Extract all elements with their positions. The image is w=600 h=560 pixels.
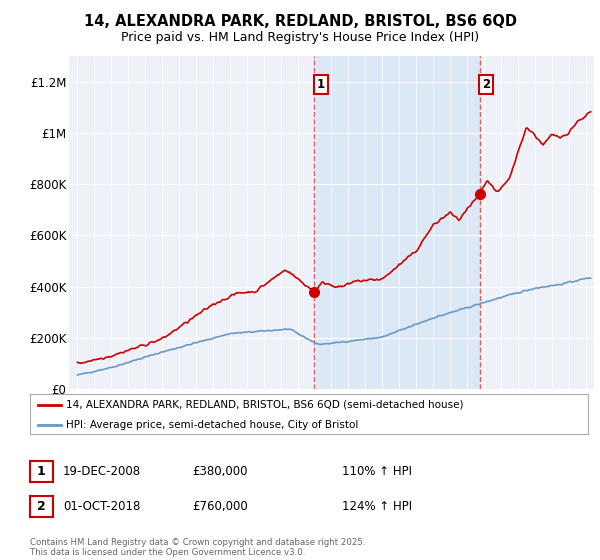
- Text: 1: 1: [317, 78, 325, 91]
- Text: 01-OCT-2018: 01-OCT-2018: [63, 500, 140, 514]
- Text: 2: 2: [482, 78, 490, 91]
- Text: 124% ↑ HPI: 124% ↑ HPI: [342, 500, 412, 514]
- Text: Contains HM Land Registry data © Crown copyright and database right 2025.
This d: Contains HM Land Registry data © Crown c…: [30, 538, 365, 557]
- Text: Price paid vs. HM Land Registry's House Price Index (HPI): Price paid vs. HM Land Registry's House …: [121, 31, 479, 44]
- Text: 2: 2: [37, 500, 46, 514]
- Text: £380,000: £380,000: [192, 465, 248, 478]
- Text: 14, ALEXANDRA PARK, REDLAND, BRISTOL, BS6 6QD: 14, ALEXANDRA PARK, REDLAND, BRISTOL, BS…: [83, 14, 517, 29]
- Text: 19-DEC-2008: 19-DEC-2008: [63, 465, 141, 478]
- Bar: [314, 56, 479, 389]
- Text: 1: 1: [37, 465, 46, 478]
- Text: 14, ALEXANDRA PARK, REDLAND, BRISTOL, BS6 6QD (semi-detached house): 14, ALEXANDRA PARK, REDLAND, BRISTOL, BS…: [66, 400, 464, 409]
- Text: 110% ↑ HPI: 110% ↑ HPI: [342, 465, 412, 478]
- Text: HPI: Average price, semi-detached house, City of Bristol: HPI: Average price, semi-detached house,…: [66, 420, 359, 430]
- Text: £760,000: £760,000: [192, 500, 248, 514]
